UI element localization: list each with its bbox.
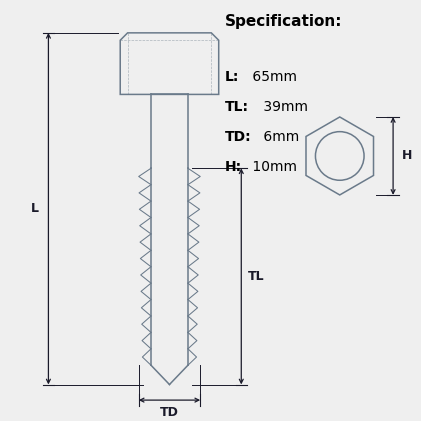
Text: TL:: TL: [225, 100, 249, 114]
Text: 10mm: 10mm [248, 160, 297, 173]
Text: Specification:: Specification: [225, 14, 342, 29]
Text: TD: TD [160, 406, 179, 419]
Text: L:: L: [225, 70, 239, 84]
Text: H: H [402, 149, 412, 163]
Text: 6mm: 6mm [259, 130, 300, 144]
Text: H:: H: [225, 160, 242, 173]
Text: L: L [30, 202, 38, 215]
Text: 65mm: 65mm [248, 70, 297, 84]
Text: 39mm: 39mm [259, 100, 308, 114]
Text: TL: TL [248, 270, 264, 283]
Text: TD:: TD: [225, 130, 251, 144]
